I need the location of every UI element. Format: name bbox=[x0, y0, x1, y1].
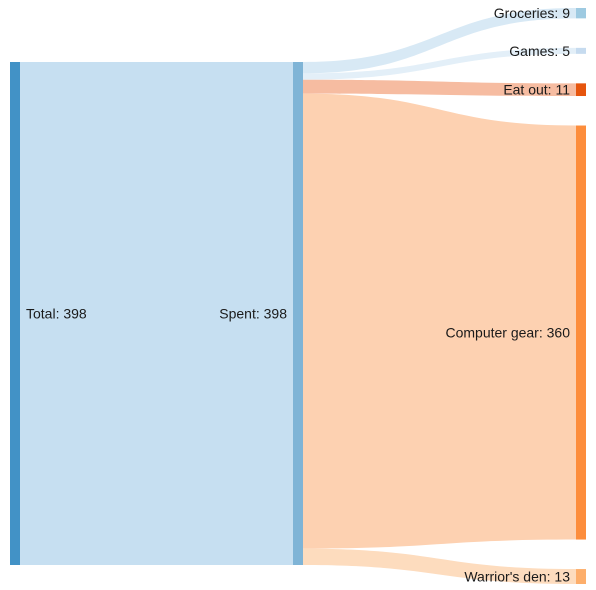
link-spent-groceries bbox=[303, 8, 576, 74]
node-label-spent: Spent: 398 bbox=[219, 306, 287, 322]
node-label-total: Total: 398 bbox=[26, 306, 87, 322]
link-spent-eatout bbox=[303, 79, 576, 97]
sankey-links bbox=[20, 8, 576, 584]
sankey-nodes bbox=[10, 8, 586, 584]
link-total-spent bbox=[20, 62, 293, 565]
node-games bbox=[576, 47, 586, 54]
node-spent bbox=[293, 62, 303, 565]
node-label-eatout: Eat out: 11 bbox=[503, 82, 570, 98]
node-total bbox=[10, 62, 20, 565]
link-spent-computer bbox=[303, 93, 576, 549]
node-computer bbox=[576, 125, 586, 540]
link-spent-warrior bbox=[303, 548, 576, 584]
node-groceries bbox=[576, 8, 586, 19]
node-label-groceries: Groceries: 9 bbox=[494, 5, 570, 21]
node-eatout bbox=[576, 83, 586, 97]
sankey-labels: Total: 398 Spent: 398 Groceries: 9 Games: 5… bbox=[26, 5, 570, 584]
node-warrior bbox=[576, 569, 586, 584]
node-label-warrior: Warrior's den: 13 bbox=[464, 569, 570, 585]
node-label-games: Games: 5 bbox=[509, 43, 570, 59]
node-label-computer: Computer gear: 360 bbox=[445, 325, 570, 341]
link-spent-games bbox=[303, 47, 576, 80]
